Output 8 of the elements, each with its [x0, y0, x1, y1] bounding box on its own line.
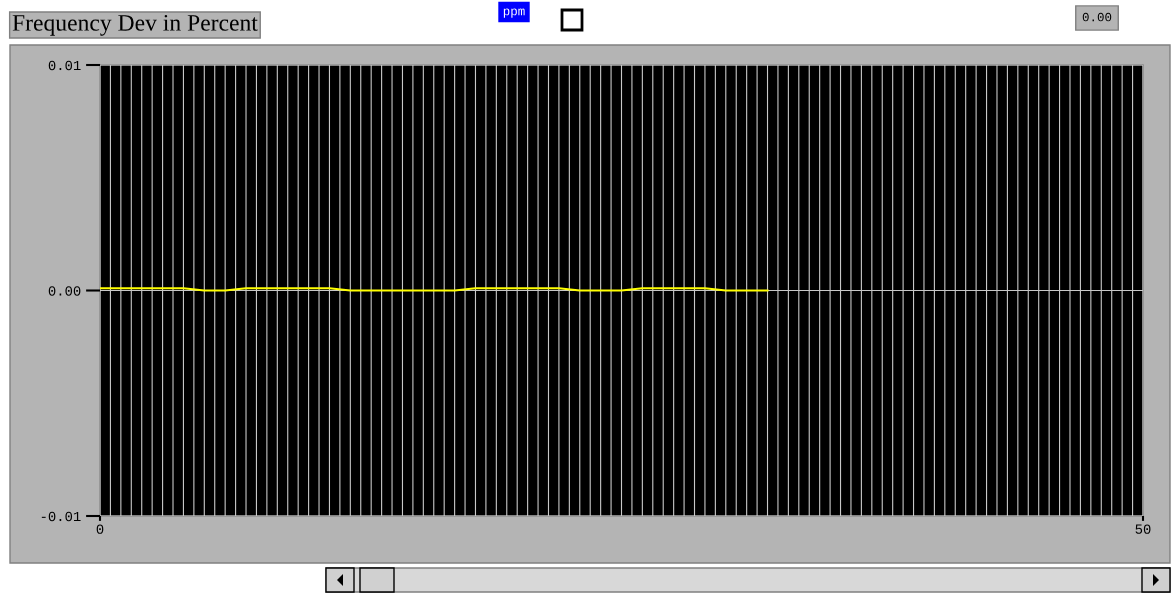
- y-tick-label: 0.00: [48, 286, 81, 296]
- chart-title: Frequency Dev in Percent: [12, 14, 258, 36]
- text: 0.00: [1082, 12, 1112, 22]
- y-tick-label: 0.01: [48, 60, 81, 71]
- x-tick-label: 0: [96, 524, 104, 534]
- x-tick-label: 50: [1135, 524, 1151, 534]
- text: ppm: [503, 8, 525, 18]
- y-tick-label: -0.01: [41, 511, 81, 522]
